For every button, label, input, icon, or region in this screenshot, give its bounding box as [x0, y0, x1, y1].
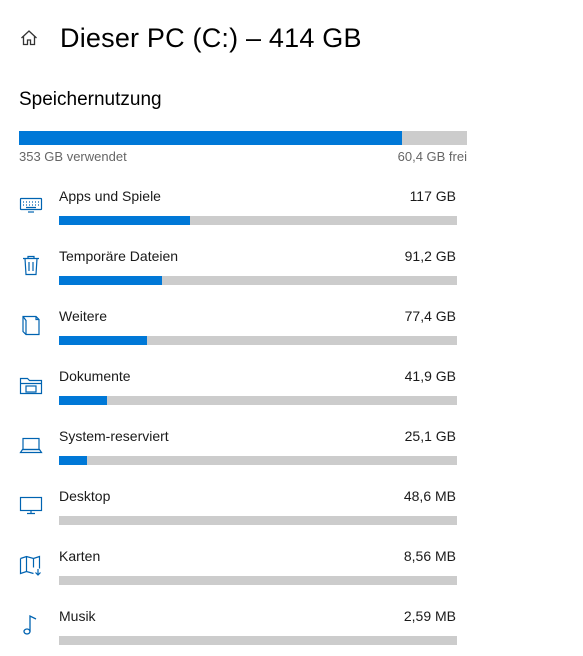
total-usage-bar — [19, 131, 467, 145]
category-item[interactable]: Musik 2,59 MB — [0, 596, 583, 656]
total-usage: 353 GB verwendet 60,4 GB frei — [19, 131, 467, 164]
category-name: Desktop — [59, 488, 111, 504]
category-usage-bar — [59, 576, 457, 585]
category-size: 41,9 GB — [404, 368, 456, 384]
other-file-icon — [19, 313, 43, 337]
keyboard-icon — [19, 193, 43, 217]
category-size: 25,1 GB — [404, 428, 456, 444]
category-name: Karten — [59, 548, 101, 564]
category-usage-bar — [59, 276, 457, 285]
category-name: Apps und Spiele — [59, 188, 161, 204]
category-item[interactable]: Weitere 77,4 GB — [0, 296, 583, 356]
documents-folder-icon — [19, 373, 43, 397]
category-usage-bar — [59, 216, 457, 225]
category-size: 2,59 MB — [403, 608, 456, 624]
category-name: Dokumente — [59, 368, 131, 384]
category-name: Temporäre Dateien — [59, 248, 179, 264]
category-usage-bar — [59, 636, 457, 645]
music-note-icon — [19, 613, 43, 637]
category-size: 91,2 GB — [404, 248, 456, 264]
category-item[interactable]: Dokumente 41,9 GB — [0, 356, 583, 416]
category-usage-bar — [59, 516, 457, 525]
monitor-icon — [19, 493, 43, 517]
category-list: Apps und Spiele 117 GB Temporäre Dateien 91… — [0, 176, 583, 656]
trash-icon — [19, 253, 43, 277]
category-item[interactable]: Karten 8,56 MB — [0, 536, 583, 596]
total-usage-fill — [19, 131, 403, 145]
page-header: Dieser PC (C:) – 414 GB — [19, 18, 362, 58]
category-usage-fill — [59, 276, 163, 285]
page-title: Dieser PC (C:) – 414 GB — [60, 22, 362, 53]
category-size: 77,4 GB — [404, 308, 456, 324]
category-name: Musik — [59, 608, 96, 624]
free-label: 60,4 GB frei — [397, 149, 467, 164]
category-usage-bar — [59, 336, 457, 345]
category-usage-fill — [59, 396, 107, 405]
category-item[interactable]: Desktop 48,6 MB — [0, 476, 583, 536]
category-name: Weitere — [59, 308, 107, 324]
category-size: 117 GB — [409, 188, 456, 204]
category-name: System-reserviert — [59, 428, 169, 444]
section-title: Speichernutzung — [19, 89, 162, 110]
home-icon[interactable] — [19, 28, 39, 48]
category-item[interactable]: Apps und Spiele 117 GB — [0, 176, 583, 236]
category-usage-fill — [59, 216, 191, 225]
category-item[interactable]: Temporäre Dateien 91,2 GB — [0, 236, 583, 296]
category-usage-fill — [59, 456, 87, 465]
category-usage-bar — [59, 396, 457, 405]
map-icon — [19, 553, 43, 577]
category-size: 8,56 MB — [403, 548, 456, 564]
category-item[interactable]: System-reserviert 25,1 GB — [0, 416, 583, 476]
category-size: 48,6 MB — [403, 488, 456, 504]
category-usage-bar — [59, 456, 457, 465]
used-label: 353 GB verwendet — [19, 149, 127, 164]
laptop-icon — [19, 433, 43, 457]
category-usage-fill — [59, 336, 147, 345]
